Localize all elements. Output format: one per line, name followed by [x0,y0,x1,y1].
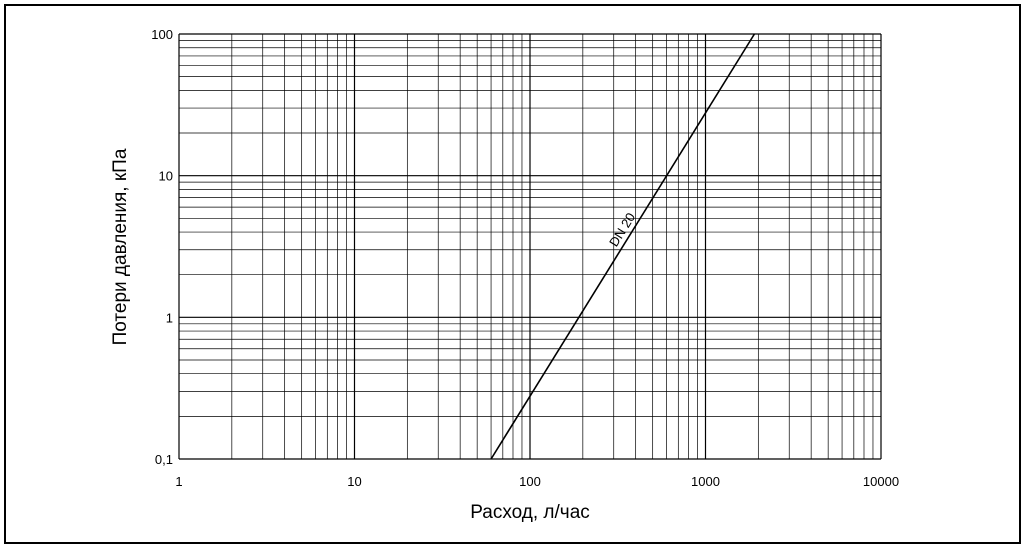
x-tick-labels: 1 10 100 1000 10000 [175,474,899,489]
y-tick-label: 1 [166,310,173,325]
y-tick-labels: 0,1 1 10 100 [151,27,173,467]
grid [178,33,882,460]
y-tick-label: 0,1 [155,452,173,467]
chart-frame [4,4,1021,544]
y-tick-label: 10 [159,169,173,184]
x-axis-title: Расход, л/час [470,502,590,523]
series-line-dn20 [490,33,756,460]
y-axis-title: Потери давления, кПа [110,148,131,345]
x-tick-label: 10000 [863,474,899,489]
x-tick-label: 10 [347,474,361,489]
x-tick-label: 1000 [691,474,720,489]
x-tick-label: 1 [175,474,182,489]
x-tick-label: 100 [519,474,541,489]
y-tick-label: 100 [151,27,173,42]
